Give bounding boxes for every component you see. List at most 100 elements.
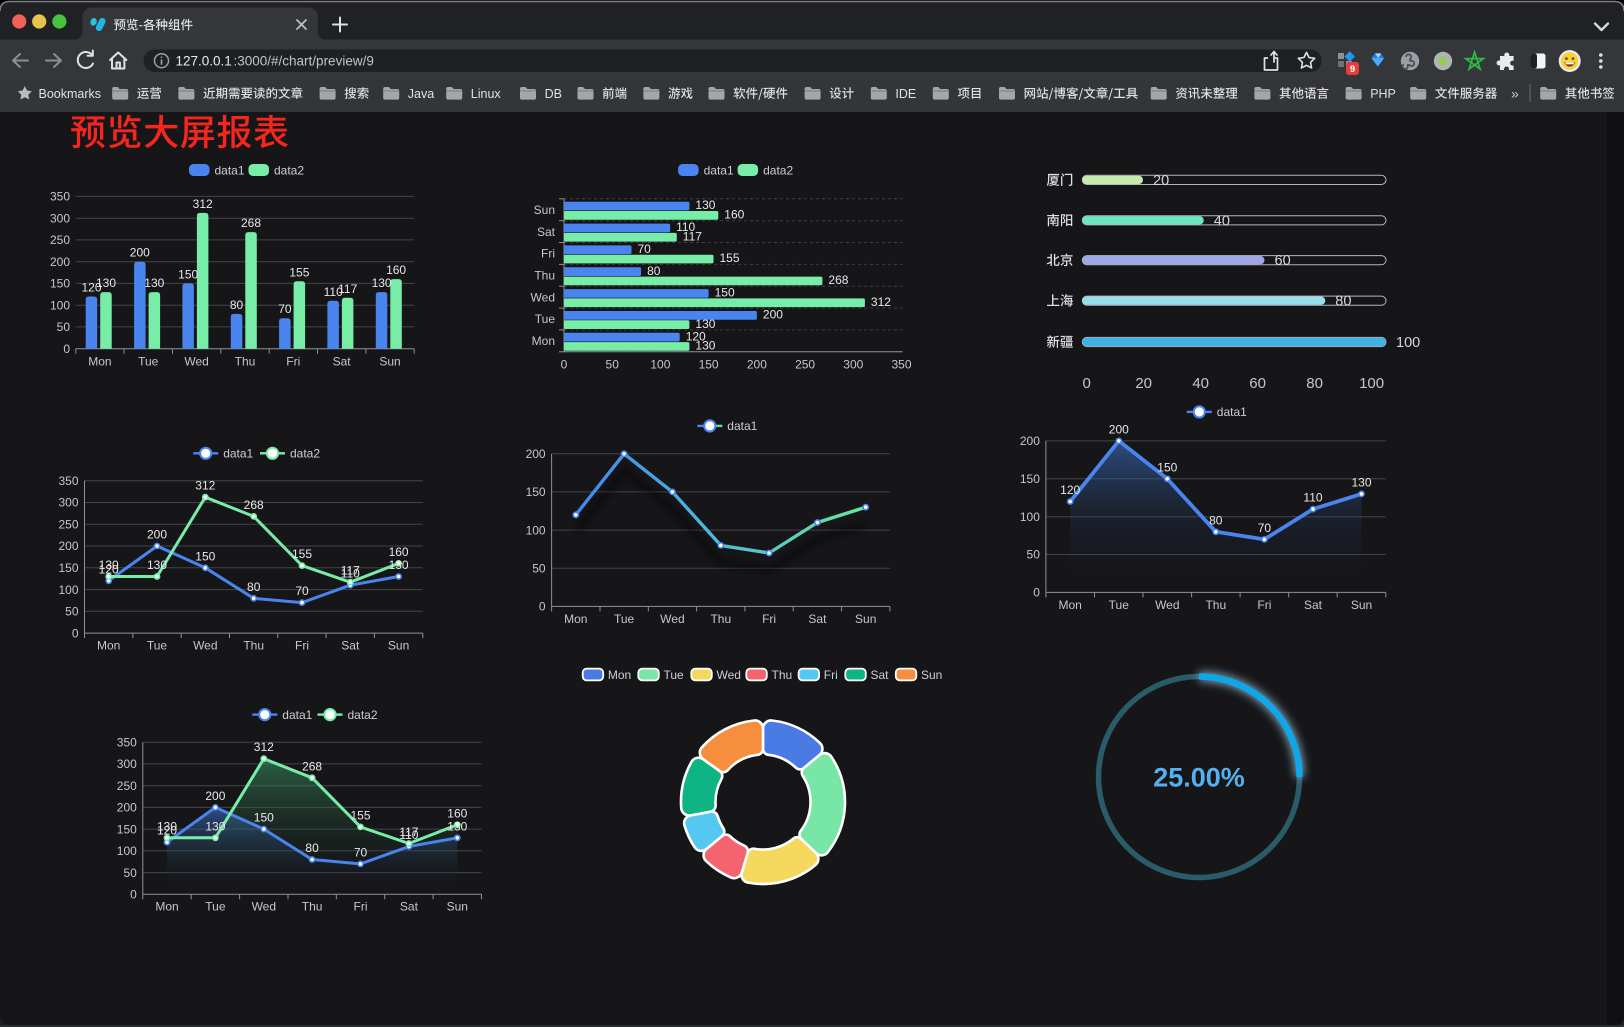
svg-text:Wed: Wed <box>193 639 217 653</box>
svg-text:300: 300 <box>58 496 78 510</box>
svg-text:100: 100 <box>1359 375 1384 392</box>
svg-text:Fri: Fri <box>1257 598 1271 612</box>
svg-text:Tue: Tue <box>535 312 556 326</box>
svg-text:100: 100 <box>1020 510 1040 524</box>
svg-text:80: 80 <box>1335 294 1351 310</box>
svg-text:Sat: Sat <box>808 612 827 626</box>
svg-text::3000/#/chart/preview/9: :3000/#/chart/preview/9 <box>234 53 374 68</box>
svg-text:300: 300 <box>117 757 137 771</box>
svg-text:0: 0 <box>1033 586 1040 600</box>
svg-text:Thu: Thu <box>772 668 793 682</box>
svg-text:Sun: Sun <box>921 668 942 682</box>
svg-text:40: 40 <box>1192 375 1209 392</box>
svg-text:268: 268 <box>828 273 848 287</box>
svg-text:160: 160 <box>724 208 744 222</box>
svg-text:150: 150 <box>526 485 546 499</box>
svg-text:Mon: Mon <box>97 639 120 653</box>
svg-text:Fri: Fri <box>286 355 300 369</box>
svg-text:Wed: Wed <box>184 355 208 369</box>
svg-text:data1: data1 <box>1217 405 1247 419</box>
svg-text:130: 130 <box>447 819 467 833</box>
svg-text:150: 150 <box>50 277 70 291</box>
svg-text:268: 268 <box>302 759 322 773</box>
svg-text:20: 20 <box>1135 375 1152 392</box>
svg-text:Tue: Tue <box>147 639 168 653</box>
svg-text:80: 80 <box>230 298 244 312</box>
svg-text:25.00%: 25.00% <box>1153 763 1245 793</box>
svg-text:0: 0 <box>63 342 70 356</box>
svg-text:Java: Java <box>408 87 434 101</box>
svg-text:130: 130 <box>389 558 409 572</box>
svg-text:268: 268 <box>241 216 261 230</box>
svg-text:Sun: Sun <box>855 612 876 626</box>
svg-text:200: 200 <box>58 539 78 553</box>
svg-text:Tue: Tue <box>1109 598 1130 612</box>
svg-text:117: 117 <box>338 282 357 296</box>
svg-text:155: 155 <box>292 547 312 561</box>
svg-text:Tue: Tue <box>614 612 635 626</box>
svg-text:150: 150 <box>58 561 78 575</box>
svg-text:Sat: Sat <box>400 900 419 914</box>
svg-text:Sun: Sun <box>379 355 400 369</box>
svg-text:312: 312 <box>871 295 891 309</box>
svg-text:130: 130 <box>372 276 392 290</box>
svg-text:130: 130 <box>144 276 164 290</box>
svg-text:Fri: Fri <box>762 612 776 626</box>
svg-text:Wed: Wed <box>717 668 741 682</box>
svg-text:Mon: Mon <box>608 668 631 682</box>
svg-text:80: 80 <box>1306 375 1323 392</box>
svg-text:150: 150 <box>254 811 274 825</box>
svg-text:0: 0 <box>130 888 137 902</box>
svg-text:Thu: Thu <box>243 639 264 653</box>
svg-text:130: 130 <box>157 819 177 833</box>
svg-text:data2: data2 <box>348 708 378 722</box>
svg-text:Mon: Mon <box>564 612 587 626</box>
svg-text:Mon: Mon <box>532 334 555 348</box>
svg-text:DB: DB <box>545 87 562 101</box>
svg-text:110: 110 <box>676 220 695 234</box>
svg-text:100: 100 <box>50 298 70 312</box>
svg-text:200: 200 <box>130 246 150 260</box>
svg-text:Bookmarks: Bookmarks <box>39 87 102 101</box>
svg-text:70: 70 <box>295 584 309 598</box>
svg-text:200: 200 <box>526 447 546 461</box>
svg-text:data1: data1 <box>704 163 734 177</box>
svg-text:160: 160 <box>447 806 467 820</box>
svg-text:155: 155 <box>350 808 370 822</box>
svg-text:200: 200 <box>117 801 137 815</box>
svg-text:0: 0 <box>72 626 79 640</box>
svg-text:200: 200 <box>763 308 783 322</box>
svg-text:150: 150 <box>715 286 735 300</box>
svg-text:70: 70 <box>1258 521 1272 535</box>
svg-text:Sun: Sun <box>447 900 468 914</box>
svg-text:200: 200 <box>205 789 225 803</box>
svg-text:300: 300 <box>50 211 70 225</box>
svg-text:Tue: Tue <box>664 668 685 682</box>
svg-text:110: 110 <box>324 285 343 299</box>
svg-text:150: 150 <box>1157 460 1177 474</box>
svg-text:Fri: Fri <box>824 668 838 682</box>
svg-text:Wed: Wed <box>252 900 276 914</box>
svg-text:312: 312 <box>193 197 213 211</box>
svg-text:Mon: Mon <box>1059 598 1082 612</box>
svg-text:117: 117 <box>683 229 702 243</box>
svg-text:110: 110 <box>341 567 360 581</box>
svg-text:60: 60 <box>1275 253 1291 269</box>
svg-text:70: 70 <box>354 845 368 859</box>
svg-text:117: 117 <box>341 564 360 578</box>
svg-text:130: 130 <box>99 558 119 572</box>
svg-text:Thu: Thu <box>302 900 323 914</box>
svg-text:250: 250 <box>795 358 815 372</box>
svg-text:20: 20 <box>1153 173 1169 189</box>
svg-text:250: 250 <box>50 233 70 247</box>
svg-text:130: 130 <box>147 558 167 572</box>
svg-text:150: 150 <box>195 549 215 563</box>
svg-text:Sun: Sun <box>1351 598 1372 612</box>
svg-text:200: 200 <box>747 358 767 372</box>
svg-text:120: 120 <box>686 329 706 343</box>
svg-text:Wed: Wed <box>1155 598 1179 612</box>
svg-text:155: 155 <box>720 251 740 265</box>
svg-text:350: 350 <box>117 735 137 749</box>
svg-text:100: 100 <box>58 583 78 597</box>
svg-text:100: 100 <box>1396 335 1420 351</box>
